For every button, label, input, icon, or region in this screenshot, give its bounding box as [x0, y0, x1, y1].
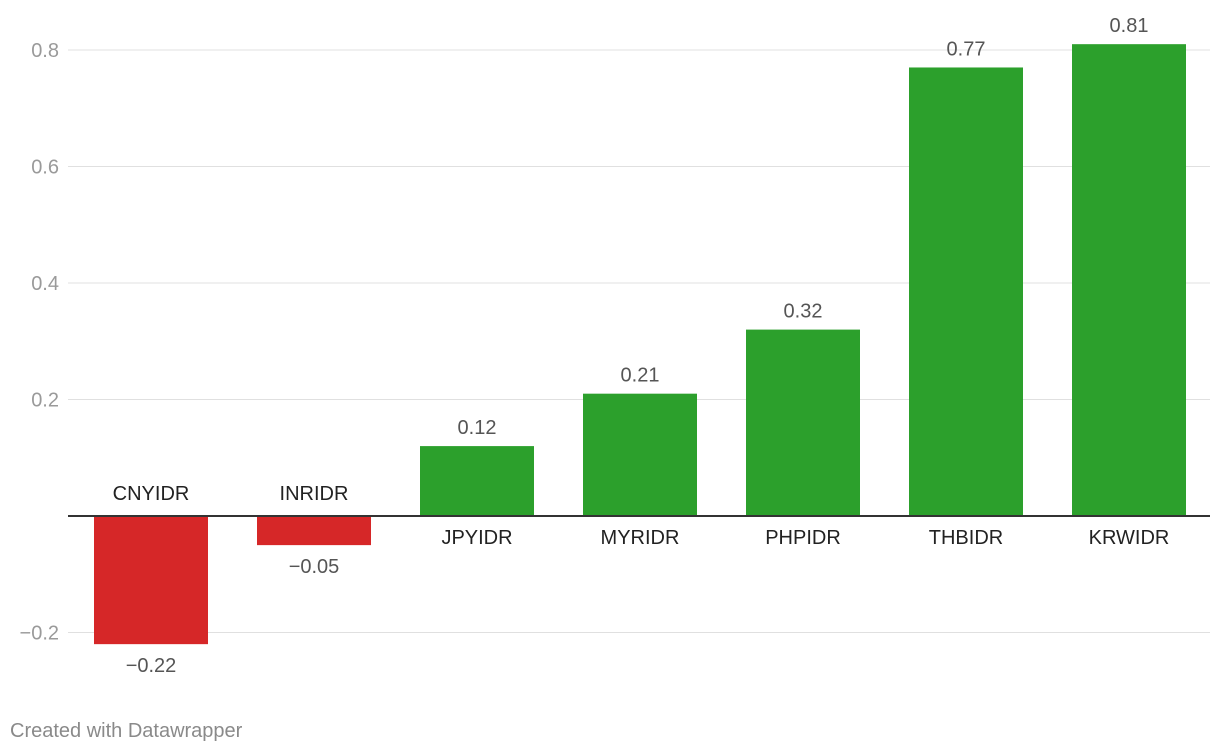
category-label: KRWIDR [1089, 527, 1170, 549]
data-label: −0.05 [289, 556, 340, 578]
category-label: JPYIDR [441, 527, 512, 549]
y-tick-label: 0.8 [31, 40, 59, 62]
data-label: 0.21 [621, 365, 660, 387]
category-label: INRIDR [280, 483, 349, 505]
category-label: CNYIDR [113, 483, 190, 505]
y-tick-label: −0.2 [20, 623, 59, 645]
bar [746, 329, 860, 516]
bar [583, 393, 697, 516]
bar [909, 67, 1023, 516]
category-label: THBIDR [929, 527, 1003, 549]
category-label: PHPIDR [765, 527, 841, 549]
y-tick-label: 0.4 [31, 273, 59, 295]
category-label: MYRIDR [601, 527, 680, 549]
data-label: 0.12 [458, 417, 497, 439]
data-label: 0.81 [1110, 15, 1149, 37]
bar [1072, 44, 1186, 517]
bar [257, 516, 371, 546]
credit-text: Created with Datawrapper [10, 720, 243, 742]
data-label: 0.32 [784, 301, 823, 323]
y-tick-label: 0.2 [31, 390, 59, 412]
data-label: 0.77 [947, 38, 986, 60]
bar [94, 516, 208, 645]
y-tick-label: 0.6 [31, 157, 59, 179]
bar [420, 446, 534, 516]
data-label: −0.22 [126, 655, 177, 677]
